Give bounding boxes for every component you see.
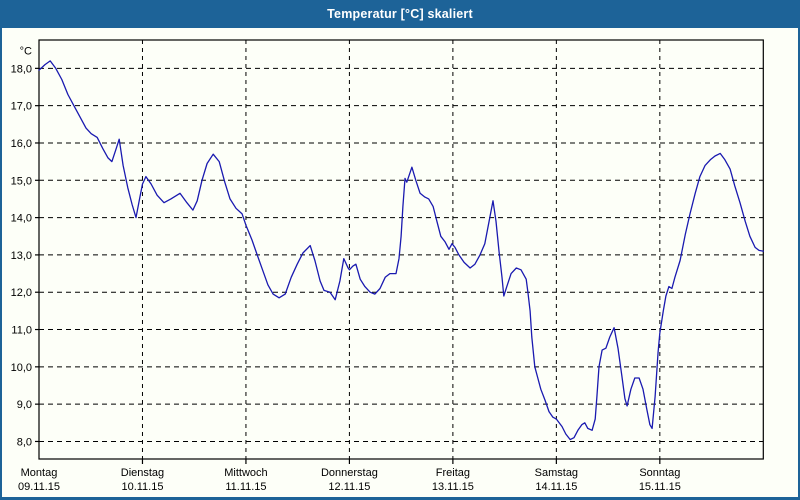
day-name-label: Samstag <box>535 467 578 479</box>
plot-border <box>38 39 764 460</box>
day-date-label: 11.11.15 <box>225 481 266 493</box>
window-title: Temperatur [°C] skaliert <box>327 7 473 21</box>
y-tick-label: 11,0 <box>11 325 32 337</box>
y-tick-label: 14,0 <box>11 213 32 225</box>
y-tick-label: 8,0 <box>17 436 32 448</box>
y-tick-label: 13,0 <box>11 250 32 262</box>
day-date-label: 13.11.15 <box>432 481 474 493</box>
day-name-label: Montag <box>21 467 58 479</box>
y-tick-label: 16,0 <box>11 138 32 150</box>
window-titlebar: Temperatur [°C] skaliert <box>2 0 798 28</box>
day-name-label: Donnerstag <box>321 467 378 479</box>
y-tick-label: 9,0 <box>17 399 32 411</box>
chart-area: 18,0 17,0 16,0 15,0 14,0 13,0 12,0 11,0 10,0 9,0 8… <box>2 28 798 497</box>
day-name-label: Freitag <box>436 467 470 479</box>
day-name-label: Dienstag <box>121 467 164 479</box>
day-date-label: 09.11.15 <box>18 481 60 493</box>
day-date-label: 15.11.15 <box>639 481 681 493</box>
temperature-chart: 18,0 17,0 16,0 15,0 14,0 13,0 12,0 11,0 10,0 9,0 8… <box>11 39 764 493</box>
day-name-label: Mittwoch <box>224 467 267 479</box>
y-tick-label: 12,0 <box>11 287 32 299</box>
day-name-label: Sonntag <box>639 467 680 479</box>
y-tick-label: 15,0 <box>11 175 32 187</box>
day-date-label: 10.11.15 <box>121 481 163 493</box>
y-tick-label: 18,0 <box>11 63 32 75</box>
temperature-series-line <box>38 60 764 441</box>
y-tick-label: 17,0 <box>11 101 32 113</box>
day-date-label: 12.11.15 <box>328 481 370 493</box>
day-date-label: 14.11.15 <box>535 481 577 493</box>
y-axis-unit-label: °C <box>20 45 32 57</box>
y-tick-label: 10,0 <box>11 362 32 374</box>
